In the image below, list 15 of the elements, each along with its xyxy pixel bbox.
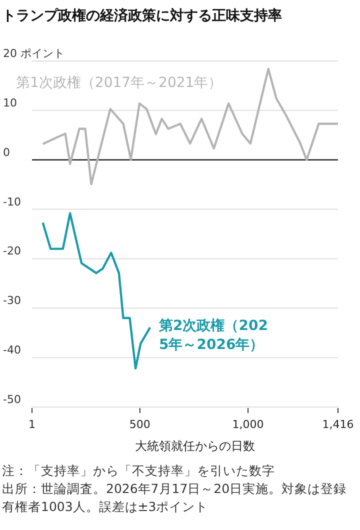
y-tick-label: 10 bbox=[3, 96, 17, 110]
notes: 注：「支持率」から「不支持率」を引いた数字 出所：世論調査。2026年7月17日～20日実施。対象は登録有権者1003人。誤差は±3ポイント bbox=[2, 463, 347, 514]
chart-title: トランプ政権の経済政策に対する正味支持率 bbox=[2, 7, 282, 24]
x-tick-label: 1 bbox=[28, 418, 36, 431]
y-tick-label: -30 bbox=[3, 294, 21, 308]
x-tick-label: 1,000 bbox=[232, 418, 264, 431]
y-tick-label: 20 ポイント bbox=[3, 47, 64, 60]
x-tick-label: 500 bbox=[129, 418, 150, 431]
y-tick-label: 0 bbox=[3, 146, 10, 159]
y-tick-label: -10 bbox=[3, 195, 21, 208]
x-axis-title: 大統領就任からの日数 bbox=[135, 439, 255, 453]
y-tick-label: -50 bbox=[3, 393, 21, 406]
y-tick-label: -20 bbox=[3, 244, 21, 258]
x-tick-label: 1,416 bbox=[322, 418, 354, 431]
y-tick-label: -40 bbox=[3, 344, 21, 357]
